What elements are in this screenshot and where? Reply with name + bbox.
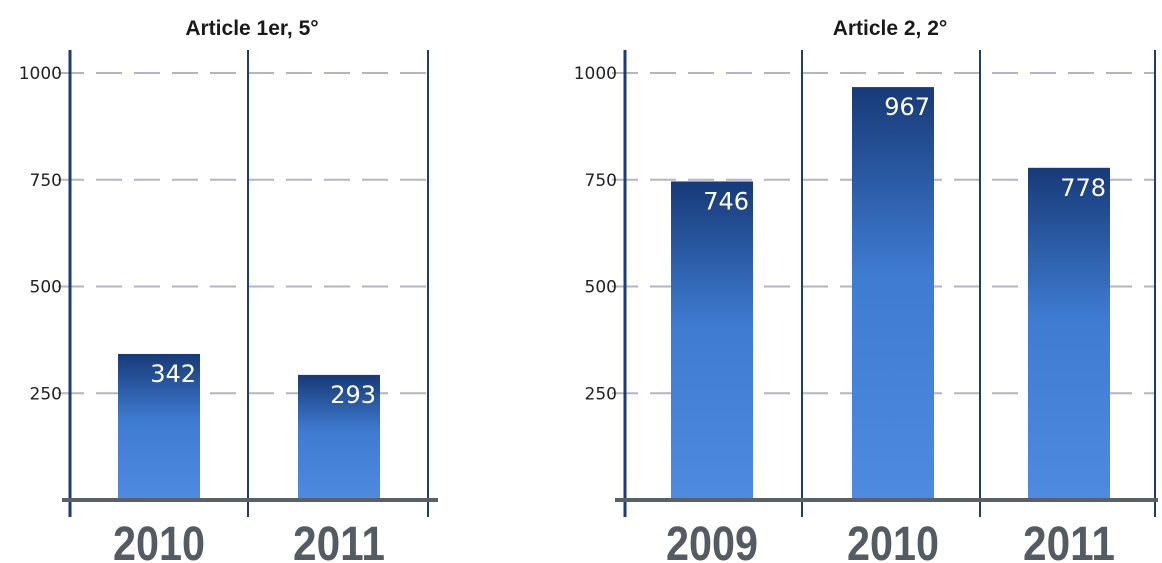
- x-tick-label: 2011: [1023, 518, 1115, 563]
- data-label: 746: [703, 187, 749, 215]
- y-tick-label: 250: [585, 384, 617, 404]
- y-tick-label: 750: [585, 171, 617, 191]
- x-tick-label: 2010: [847, 518, 939, 563]
- data-label: 293: [330, 381, 376, 409]
- chart-panel-2: Article 2, 2° 1000 750 500 250 746 2009 967 2010…: [574, 17, 1158, 563]
- x-tick-label: 2010: [113, 518, 205, 563]
- data-label: 342: [150, 360, 196, 388]
- x-tick-label: 2011: [293, 518, 385, 563]
- bar: [1028, 167, 1110, 500]
- bar: [671, 181, 753, 500]
- bar: [118, 353, 200, 500]
- chart-title: Article 2, 2°: [833, 17, 948, 40]
- bar: [298, 374, 380, 500]
- y-tick-label: 500: [30, 278, 62, 298]
- chart-panel-1: Article 1er, 5° 1000 750 500 250 342 2010 293 20…: [19, 17, 438, 563]
- y-tick-label: 1000: [19, 64, 62, 84]
- y-tick-label: 250: [30, 384, 62, 404]
- bar: [852, 87, 934, 500]
- y-tick-label: 500: [585, 278, 617, 298]
- data-label: 778: [1060, 174, 1106, 202]
- data-label: 967: [884, 93, 930, 121]
- chart-title: Article 1er, 5°: [185, 17, 318, 40]
- y-tick-label: 750: [30, 171, 62, 191]
- y-tick-label: 1000: [574, 64, 617, 84]
- x-tick-label: 2009: [666, 518, 758, 563]
